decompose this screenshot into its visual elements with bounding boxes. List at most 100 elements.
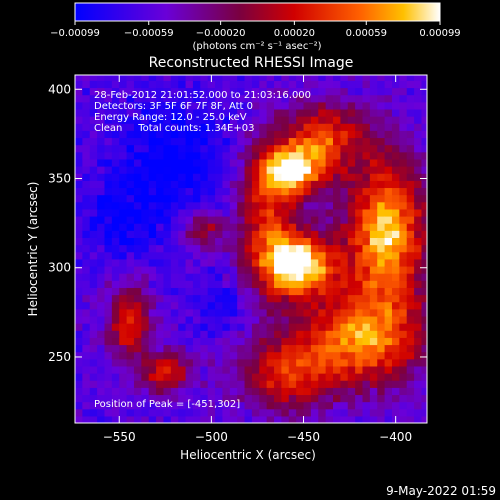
- heatmap-cell: [384, 116, 393, 124]
- heatmap-cell: [391, 358, 400, 367]
- heatmap-cell: [296, 80, 305, 89]
- heatmap-cell: [75, 308, 83, 317]
- heatmap-cell: [362, 258, 371, 267]
- heatmap-cell: [266, 215, 275, 224]
- heatmap-cell: [141, 415, 150, 423]
- heatmap-cell: [237, 337, 246, 346]
- heatmap-cell: [200, 123, 209, 131]
- heatmap-cell: [133, 166, 142, 174]
- heatmap-cell: [274, 94, 283, 103]
- heatmap-cell: [340, 365, 349, 374]
- heatmap-cell: [89, 151, 98, 160]
- heatmap-cell: [119, 187, 128, 196]
- heatmap-cell: [296, 323, 305, 331]
- heatmap-cell: [421, 315, 427, 324]
- heatmap-cell: [325, 373, 334, 381]
- heatmap-cell: [325, 244, 334, 253]
- heatmap-cell: [384, 330, 393, 338]
- heatmap-cell: [340, 75, 349, 81]
- heatmap-cell: [148, 330, 157, 338]
- heatmap-cell: [266, 387, 275, 396]
- heatmap-cell: [391, 280, 400, 288]
- heatmap-cell: [325, 237, 334, 246]
- heatmap-cell: [170, 180, 179, 189]
- heatmap-cell: [369, 144, 378, 153]
- heatmap-cell: [362, 101, 371, 110]
- heatmap-cell: [384, 173, 393, 181]
- heatmap-cell: [362, 87, 371, 96]
- heatmap-cell: [156, 415, 165, 423]
- heatmap-cell: [75, 108, 83, 117]
- heatmap-cell: [303, 166, 312, 174]
- heatmap-cell: [369, 94, 378, 103]
- heatmap-cell: [200, 230, 209, 238]
- heatmap-cell: [355, 208, 364, 217]
- annotation-detectors: Detectors: 3F 5F 6F 7F 8F, Att 0: [94, 101, 253, 112]
- heatmap-cell: [156, 116, 165, 124]
- heatmap-cell: [185, 287, 194, 296]
- heatmap-cell: [141, 408, 150, 417]
- heatmap-cell: [119, 80, 128, 89]
- heatmap-cell: [296, 387, 305, 396]
- heatmap-cell: [111, 130, 120, 139]
- heatmap-cell: [414, 351, 423, 360]
- heatmap-cell: [89, 387, 98, 396]
- heatmap-cell: [237, 258, 246, 267]
- heatmap-cell: [244, 215, 253, 224]
- heatmap-cell: [104, 244, 113, 253]
- heatmap-cell: [133, 287, 142, 296]
- heatmap-cell: [222, 287, 231, 296]
- heatmap-cell: [325, 130, 334, 139]
- heatmap-cell: [97, 394, 106, 403]
- heatmap-cell: [355, 365, 364, 374]
- heatmap-cell: [274, 273, 283, 281]
- heatmap-cell: [215, 258, 224, 267]
- heatmap-cell: [97, 387, 106, 396]
- heatmap-cell: [310, 180, 319, 189]
- heatmap-cell: [281, 208, 290, 217]
- heatmap-cell: [274, 344, 283, 353]
- heatmap-cell: [288, 244, 297, 253]
- heatmap-cell: [355, 280, 364, 288]
- heatmap-cell: [185, 294, 194, 303]
- heatmap-cell: [310, 323, 319, 331]
- heatmap-cell: [421, 251, 427, 260]
- heatmap-cell: [97, 137, 106, 146]
- heatmap-cell: [369, 365, 378, 374]
- heatmap-cell: [369, 351, 378, 360]
- heatmap-cell: [133, 244, 142, 253]
- heatmap-cell: [207, 223, 216, 231]
- heatmap-cell: [303, 337, 312, 346]
- heatmap-cell: [340, 80, 349, 89]
- heatmap-cell: [126, 244, 135, 253]
- heatmap-cell: [178, 258, 187, 267]
- heatmap-cell: [259, 101, 268, 110]
- heatmap-cell: [310, 330, 319, 338]
- heatmap-cell: [318, 144, 327, 153]
- heatmap-cell: [207, 230, 216, 238]
- heatmap-cell: [97, 308, 106, 317]
- heatmap-cell: [89, 280, 98, 288]
- heatmap-cell: [141, 151, 150, 160]
- heatmap-cell: [391, 394, 400, 403]
- heatmap-cell: [200, 173, 209, 181]
- heatmap-cell: [200, 358, 209, 367]
- heatmap-cell: [377, 330, 386, 338]
- heatmap-cell: [355, 158, 364, 167]
- heatmap-cell: [333, 315, 341, 324]
- heatmap-cell: [75, 344, 83, 353]
- heatmap-cell: [333, 123, 341, 131]
- heatmap-cell: [347, 351, 356, 360]
- heatmap-cell: [119, 87, 128, 96]
- heatmap-cell: [119, 116, 128, 124]
- heatmap-cell: [369, 373, 378, 381]
- heatmap-cell: [281, 187, 290, 196]
- heatmap-cell: [288, 251, 297, 260]
- heatmap-cell: [266, 258, 275, 267]
- heatmap-cell: [333, 201, 341, 210]
- heatmap-cell: [421, 344, 427, 353]
- heatmap-cell: [178, 151, 187, 160]
- heatmap-cell: [133, 308, 142, 317]
- heatmap-cell: [104, 208, 113, 217]
- heatmap-cell: [296, 123, 305, 131]
